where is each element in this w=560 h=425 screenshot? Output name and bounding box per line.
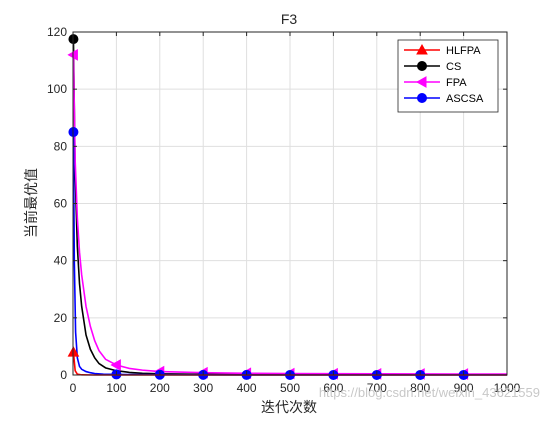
y-tick-label: 80 bbox=[54, 139, 68, 153]
axes: 0 100 200 300 400 500 600 700 800 900 1000 0 20 40 60 8… bbox=[47, 25, 521, 395]
x-tick-label: 200 bbox=[150, 381, 170, 395]
y-axis-label: 当前最优值 bbox=[23, 168, 39, 238]
x-tick-label: 300 bbox=[193, 381, 213, 395]
x-tick-label: 900 bbox=[454, 381, 474, 395]
legend-label-fpa: FPA bbox=[446, 77, 467, 89]
x-tick-label: 100 bbox=[106, 381, 126, 395]
y-tick-label: 60 bbox=[54, 197, 68, 211]
x-tick-label: 700 bbox=[367, 381, 387, 395]
watermark: https://blog.csdn.net/weixin_43621559 bbox=[318, 385, 540, 400]
series-line-fpa bbox=[72, 54, 508, 375]
x-tick-label: 500 bbox=[280, 381, 300, 395]
legend-label-ascsa: ASCSA bbox=[446, 93, 484, 105]
x-axis-label: 迭代次数 bbox=[261, 399, 317, 415]
x-tick-label: 800 bbox=[410, 381, 430, 395]
y-tick-label: 100 bbox=[47, 82, 67, 96]
x-tick-label: 400 bbox=[237, 381, 257, 395]
legend-item-fpa: FPA bbox=[404, 76, 467, 89]
legend-label-hlfpa: HLFPA bbox=[446, 45, 481, 57]
data-point-fpa bbox=[110, 359, 121, 371]
x-tick-label: 1000 bbox=[494, 381, 521, 395]
legend-item-cs: CS bbox=[404, 61, 461, 73]
legend-marker-ascsa bbox=[417, 93, 427, 103]
y-tick-label: 0 bbox=[60, 368, 67, 382]
chart-title: F3 bbox=[281, 11, 298, 27]
legend-box bbox=[397, 39, 499, 113]
legend-label-cs: CS bbox=[446, 61, 461, 73]
x-tick-label: 600 bbox=[323, 381, 343, 395]
y-tick-label: 40 bbox=[54, 254, 68, 268]
axes-box bbox=[72, 31, 508, 376]
x-tick-label: 0 bbox=[70, 381, 77, 395]
y-tick-label: 120 bbox=[47, 25, 67, 39]
legend: HLFPA CS FPA ASCSA bbox=[397, 39, 499, 113]
legend-item-hlfpa: HLFPA bbox=[404, 43, 481, 57]
y-tick-label: 20 bbox=[54, 311, 68, 325]
legend-marker-hlfpa bbox=[416, 43, 428, 55]
legend-marker-cs bbox=[417, 61, 427, 71]
legend-marker-fpa bbox=[415, 76, 427, 88]
legend-item-ascsa: ASCSA bbox=[404, 93, 484, 105]
